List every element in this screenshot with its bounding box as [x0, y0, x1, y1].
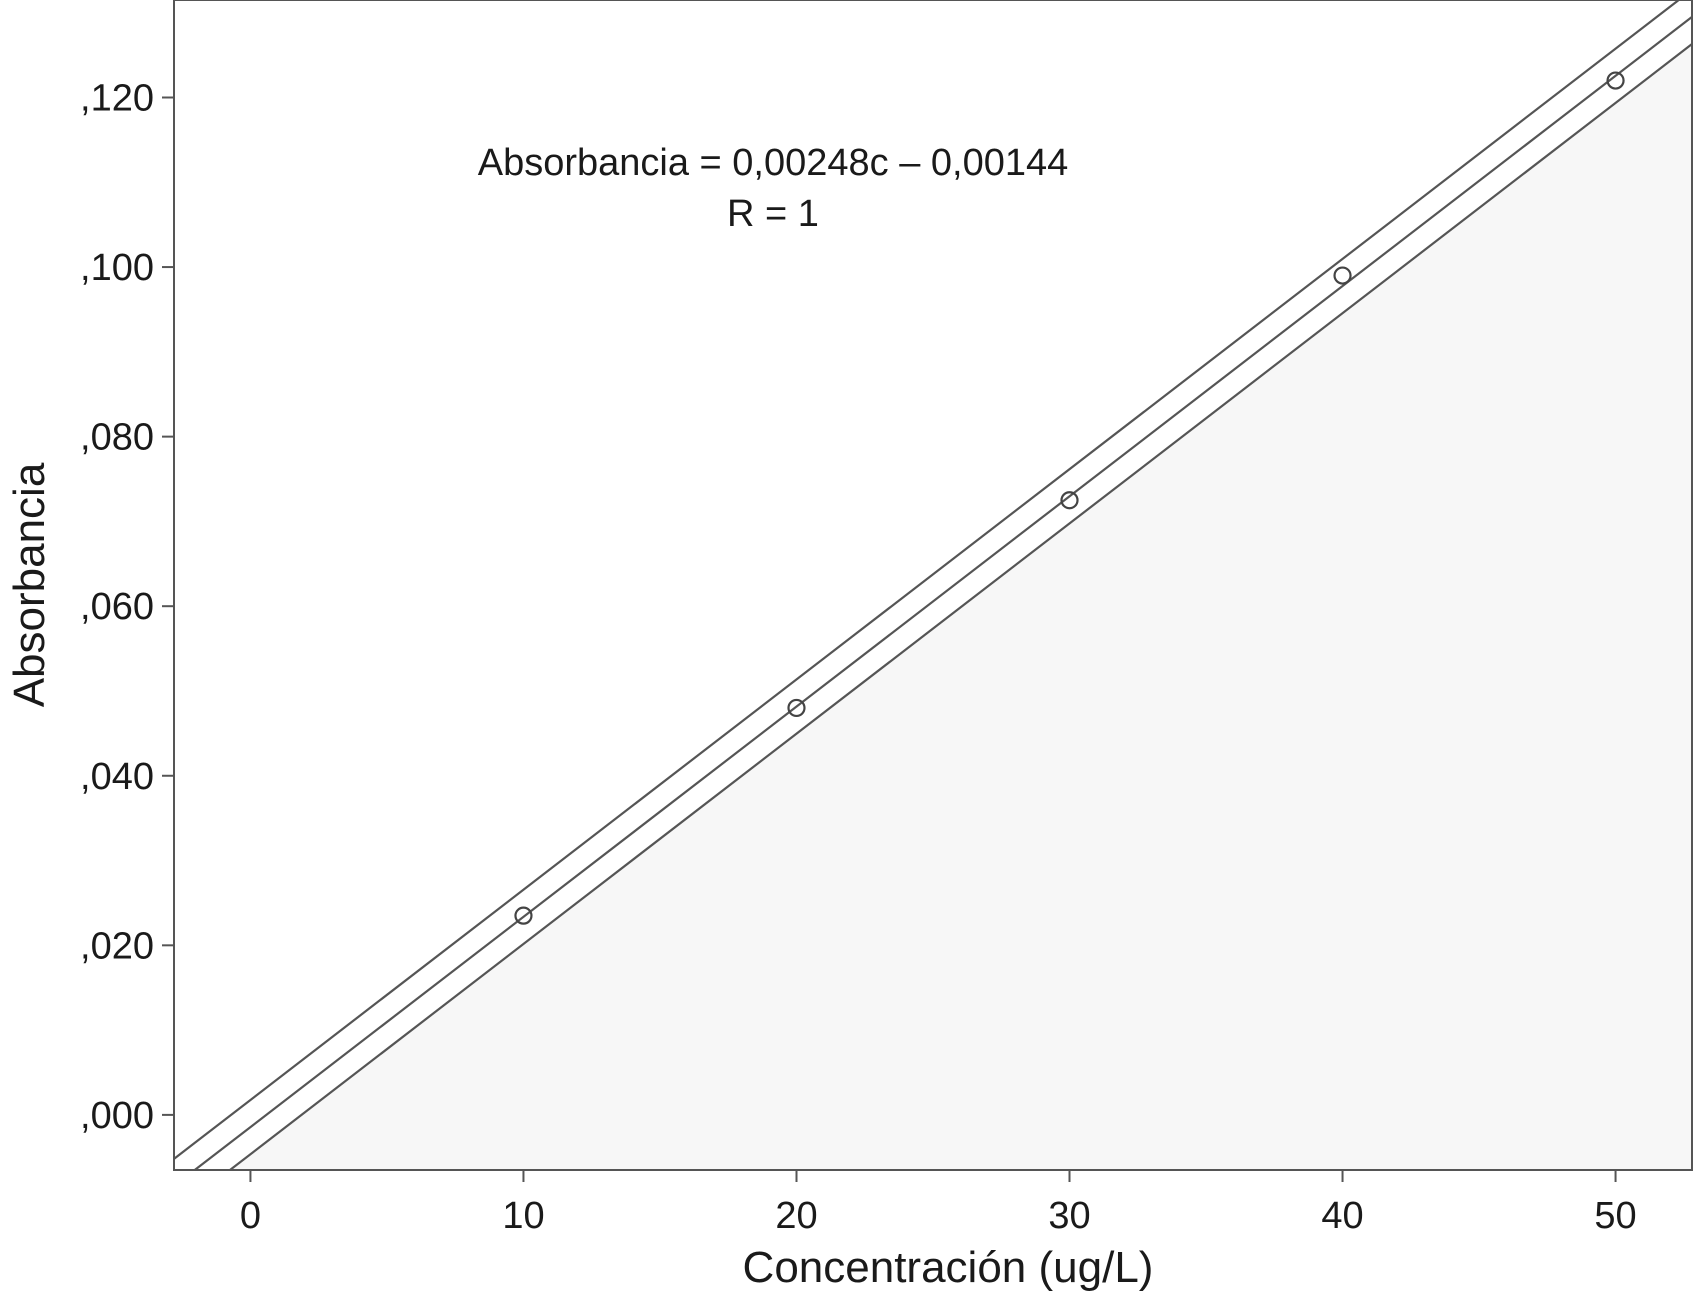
data-point — [1060, 491, 1079, 510]
y-tick-label: ,000 — [80, 1095, 154, 1137]
y-tick-label: ,060 — [80, 586, 154, 628]
below-line-shading — [174, 44, 1692, 1170]
x-axis: 0 10 20 30 40 50 — [240, 1170, 1637, 1237]
data-point — [787, 698, 806, 718]
y-tick-label: ,100 — [80, 247, 154, 289]
x-tick-label: 50 — [1594, 1195, 1636, 1237]
fit-line — [192, 16, 1693, 1170]
regression-equation: Absorbancia = 0,00248c – 0,00144 — [478, 142, 1069, 184]
y-tick-label: ,020 — [80, 925, 154, 967]
y-axis: ,000 ,020 ,040 ,060 ,080 ,100 ,120 — [80, 78, 174, 1137]
x-axis-title: Concentración (ug/L) — [743, 1243, 1154, 1292]
upper-band-line — [174, 0, 1681, 1160]
x-tick-label: 30 — [1048, 1195, 1090, 1237]
x-tick-label: 0 — [240, 1195, 261, 1237]
x-tick-label: 20 — [775, 1195, 817, 1237]
lower-band-line — [228, 43, 1693, 1170]
data-points — [514, 71, 1625, 925]
y-tick-label: ,040 — [80, 756, 154, 798]
r-value: R = 1 — [727, 193, 819, 235]
data-point — [514, 906, 533, 925]
plot-frame — [173, 0, 1693, 1171]
y-tick-label: ,080 — [80, 417, 154, 459]
x-tick-label: 40 — [1321, 1195, 1363, 1237]
data-point — [1333, 266, 1352, 285]
x-tick-label: 10 — [502, 1195, 544, 1237]
fit-lines — [174, 0, 1693, 1170]
y-tick-label: ,120 — [80, 78, 154, 120]
data-point — [1606, 71, 1625, 90]
y-axis-title: Absorbancia — [5, 462, 54, 707]
